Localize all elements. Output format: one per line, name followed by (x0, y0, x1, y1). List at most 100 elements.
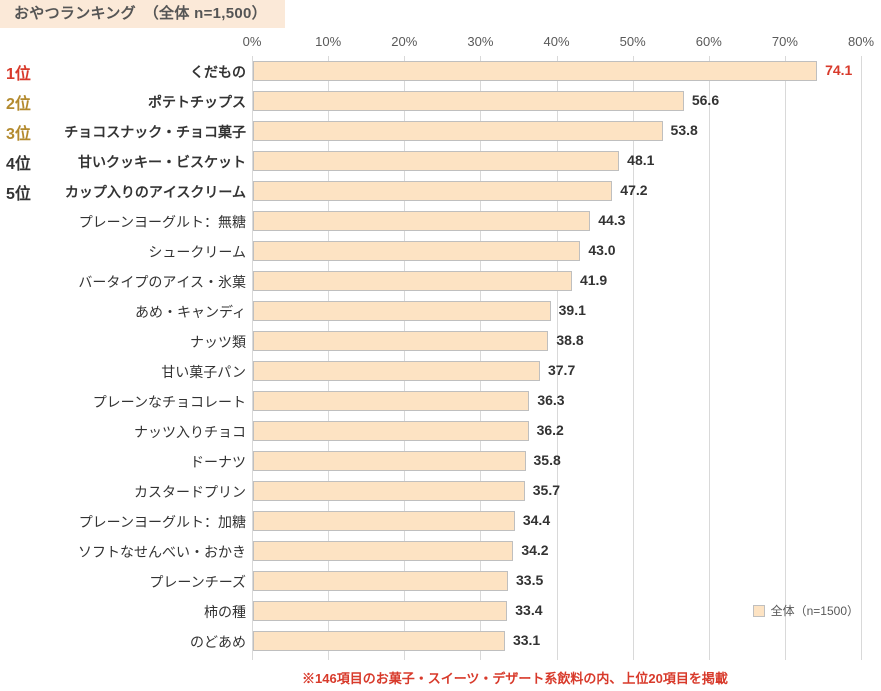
value-label: 33.1 (513, 632, 540, 648)
x-axis-labels: 0%10%20%30%40%50%60%70%80% (252, 34, 861, 52)
chart-container: おやつランキング （全体 n=1,500） 0% 10% 20% 30% 40% 50% 6… (0, 0, 881, 691)
value-label: 33.5 (516, 572, 543, 588)
bar (253, 301, 551, 321)
bar-row: のどあめ 33.1 (0, 626, 881, 656)
value-label: 35.7 (533, 482, 560, 498)
value-label: 34.4 (523, 512, 550, 528)
value-label: 34.2 (521, 542, 548, 558)
value-label: 36.3 (537, 392, 564, 408)
bar-row: 4位甘いクッキー・ビスケット 48.1 (0, 146, 881, 176)
value-label: 38.8 (556, 332, 583, 348)
category-label: 柿の種 (60, 602, 246, 622)
legend-swatch (753, 605, 765, 617)
bar-row: ドーナツ 35.8 (0, 446, 881, 476)
category-label: くだもの (60, 62, 246, 82)
bar (253, 241, 580, 261)
bar (253, 151, 619, 171)
x-tick-label: 60% (696, 34, 722, 49)
bar-row: ナッツ入りチョコ36.2 (0, 416, 881, 446)
category-label: プレーンなチョコレート (60, 392, 246, 412)
bar (253, 61, 817, 81)
x-tick-label: 10% (315, 34, 341, 49)
rank-label: 1位 (6, 60, 54, 84)
bar-row: プレーンなチョコレート 36.3 (0, 386, 881, 416)
value-label: 35.8 (534, 452, 561, 468)
value-label: 37.7 (548, 362, 575, 378)
value-label: 47.2 (620, 182, 647, 198)
value-label: 53.8 (671, 122, 698, 138)
rank-label: 2位 (6, 90, 54, 114)
bar-row: 3位チョコスナック・チョコ菓子 53.8 (0, 116, 881, 146)
x-tick-label: 30% (467, 34, 493, 49)
category-label: チョコスナック・チョコ菓子 (60, 122, 246, 142)
category-label: のどあめ (60, 632, 246, 652)
bar-row: プレーンチーズ 33.5 (0, 566, 881, 596)
bar (253, 121, 663, 141)
rank-label: 4位 (6, 150, 54, 174)
category-label: カスタードプリン (60, 482, 246, 502)
category-label: 甘いクッキー・ビスケット (60, 152, 246, 172)
bar (253, 391, 529, 411)
bar (253, 421, 529, 441)
category-label: プレーンヨーグルト：加糖 (60, 512, 246, 532)
bar (253, 601, 507, 621)
value-label: 44.3 (598, 212, 625, 228)
bar-row: ナッツ類 38.8 (0, 326, 881, 356)
legend: 全体（n=1500） (753, 602, 859, 619)
category-label: ナッツ入りチョコ (60, 422, 246, 442)
chart-title: おやつランキング （全体 n=1,500） (0, 0, 285, 28)
bar-row: あめ・キャンディ 39.1 (0, 296, 881, 326)
bar (253, 361, 540, 381)
bar-row: 1位くだもの 74.1 (0, 56, 881, 86)
x-tick-label: 50% (620, 34, 646, 49)
bar-row: ソフトなせんべい・おかき 34.2 (0, 536, 881, 566)
bar (253, 181, 612, 201)
bar-row: 甘い菓子パン 37.7 (0, 356, 881, 386)
bar-row: バータイプのアイス・氷菓 41.9 (0, 266, 881, 296)
rank-label: 3位 (6, 120, 54, 144)
category-label: ドーナツ (60, 452, 246, 472)
category-label: 甘い菓子パン (60, 362, 246, 382)
bar-row: 2位ポテトチップス 56.6 (0, 86, 881, 116)
bar (253, 511, 515, 531)
category-label: プレーンチーズ (60, 572, 246, 592)
value-label: 43.0 (588, 242, 615, 258)
x-tick-label: 0% (243, 34, 262, 49)
bar (253, 481, 525, 501)
category-label: ポテトチップス (60, 92, 246, 112)
category-label: プレーンヨーグルト：無糖 (60, 212, 246, 232)
value-label: 74.1 (825, 62, 852, 78)
bar (253, 631, 505, 651)
category-label: カップ入りのアイスクリーム (60, 182, 246, 202)
value-label: 56.6 (692, 92, 719, 108)
category-label: ナッツ類 (60, 332, 246, 352)
bar-row: カスタードプリン 35.7 (0, 476, 881, 506)
value-label: 33.4 (515, 602, 542, 618)
bar-rows: 1位くだもの 74.1 2位ポテトチップス 56.6 3位チョコスナック・チョコ菓子 53… (0, 56, 881, 656)
bar (253, 271, 572, 291)
bar-row: プレーンヨーグルト：加糖 34.4 (0, 506, 881, 536)
value-label: 41.9 (580, 272, 607, 288)
bar-row: プレーンヨーグルト：無糖 44.3 (0, 206, 881, 236)
bar-row: 5位カップ入りのアイスクリーム 47.2 (0, 176, 881, 206)
legend-label: 全体（n=1500） (771, 602, 859, 619)
bar (253, 91, 684, 111)
rank-label: 5位 (6, 180, 54, 204)
chart-footnote: ※146項目のお菓子・スイーツ・デザート系飲料の内、上位20項目を掲載 (302, 668, 728, 687)
x-tick-label: 20% (391, 34, 417, 49)
x-tick-label: 70% (772, 34, 798, 49)
bar (253, 331, 548, 351)
bar (253, 571, 508, 591)
category-label: ソフトなせんべい・おかき (60, 542, 246, 562)
value-label: 39.1 (559, 302, 586, 318)
bar-row: 柿の種 33.4 (0, 596, 881, 626)
category-label: あめ・キャンディ (60, 302, 246, 322)
value-label: 48.1 (627, 152, 654, 168)
x-tick-label: 40% (543, 34, 569, 49)
bar (253, 541, 513, 561)
bar (253, 451, 526, 471)
x-tick-label: 80% (848, 34, 874, 49)
category-label: シュークリーム (60, 242, 246, 262)
bar-row: シュークリーム 43.0 (0, 236, 881, 266)
category-label: バータイプのアイス・氷菓 (60, 272, 246, 292)
